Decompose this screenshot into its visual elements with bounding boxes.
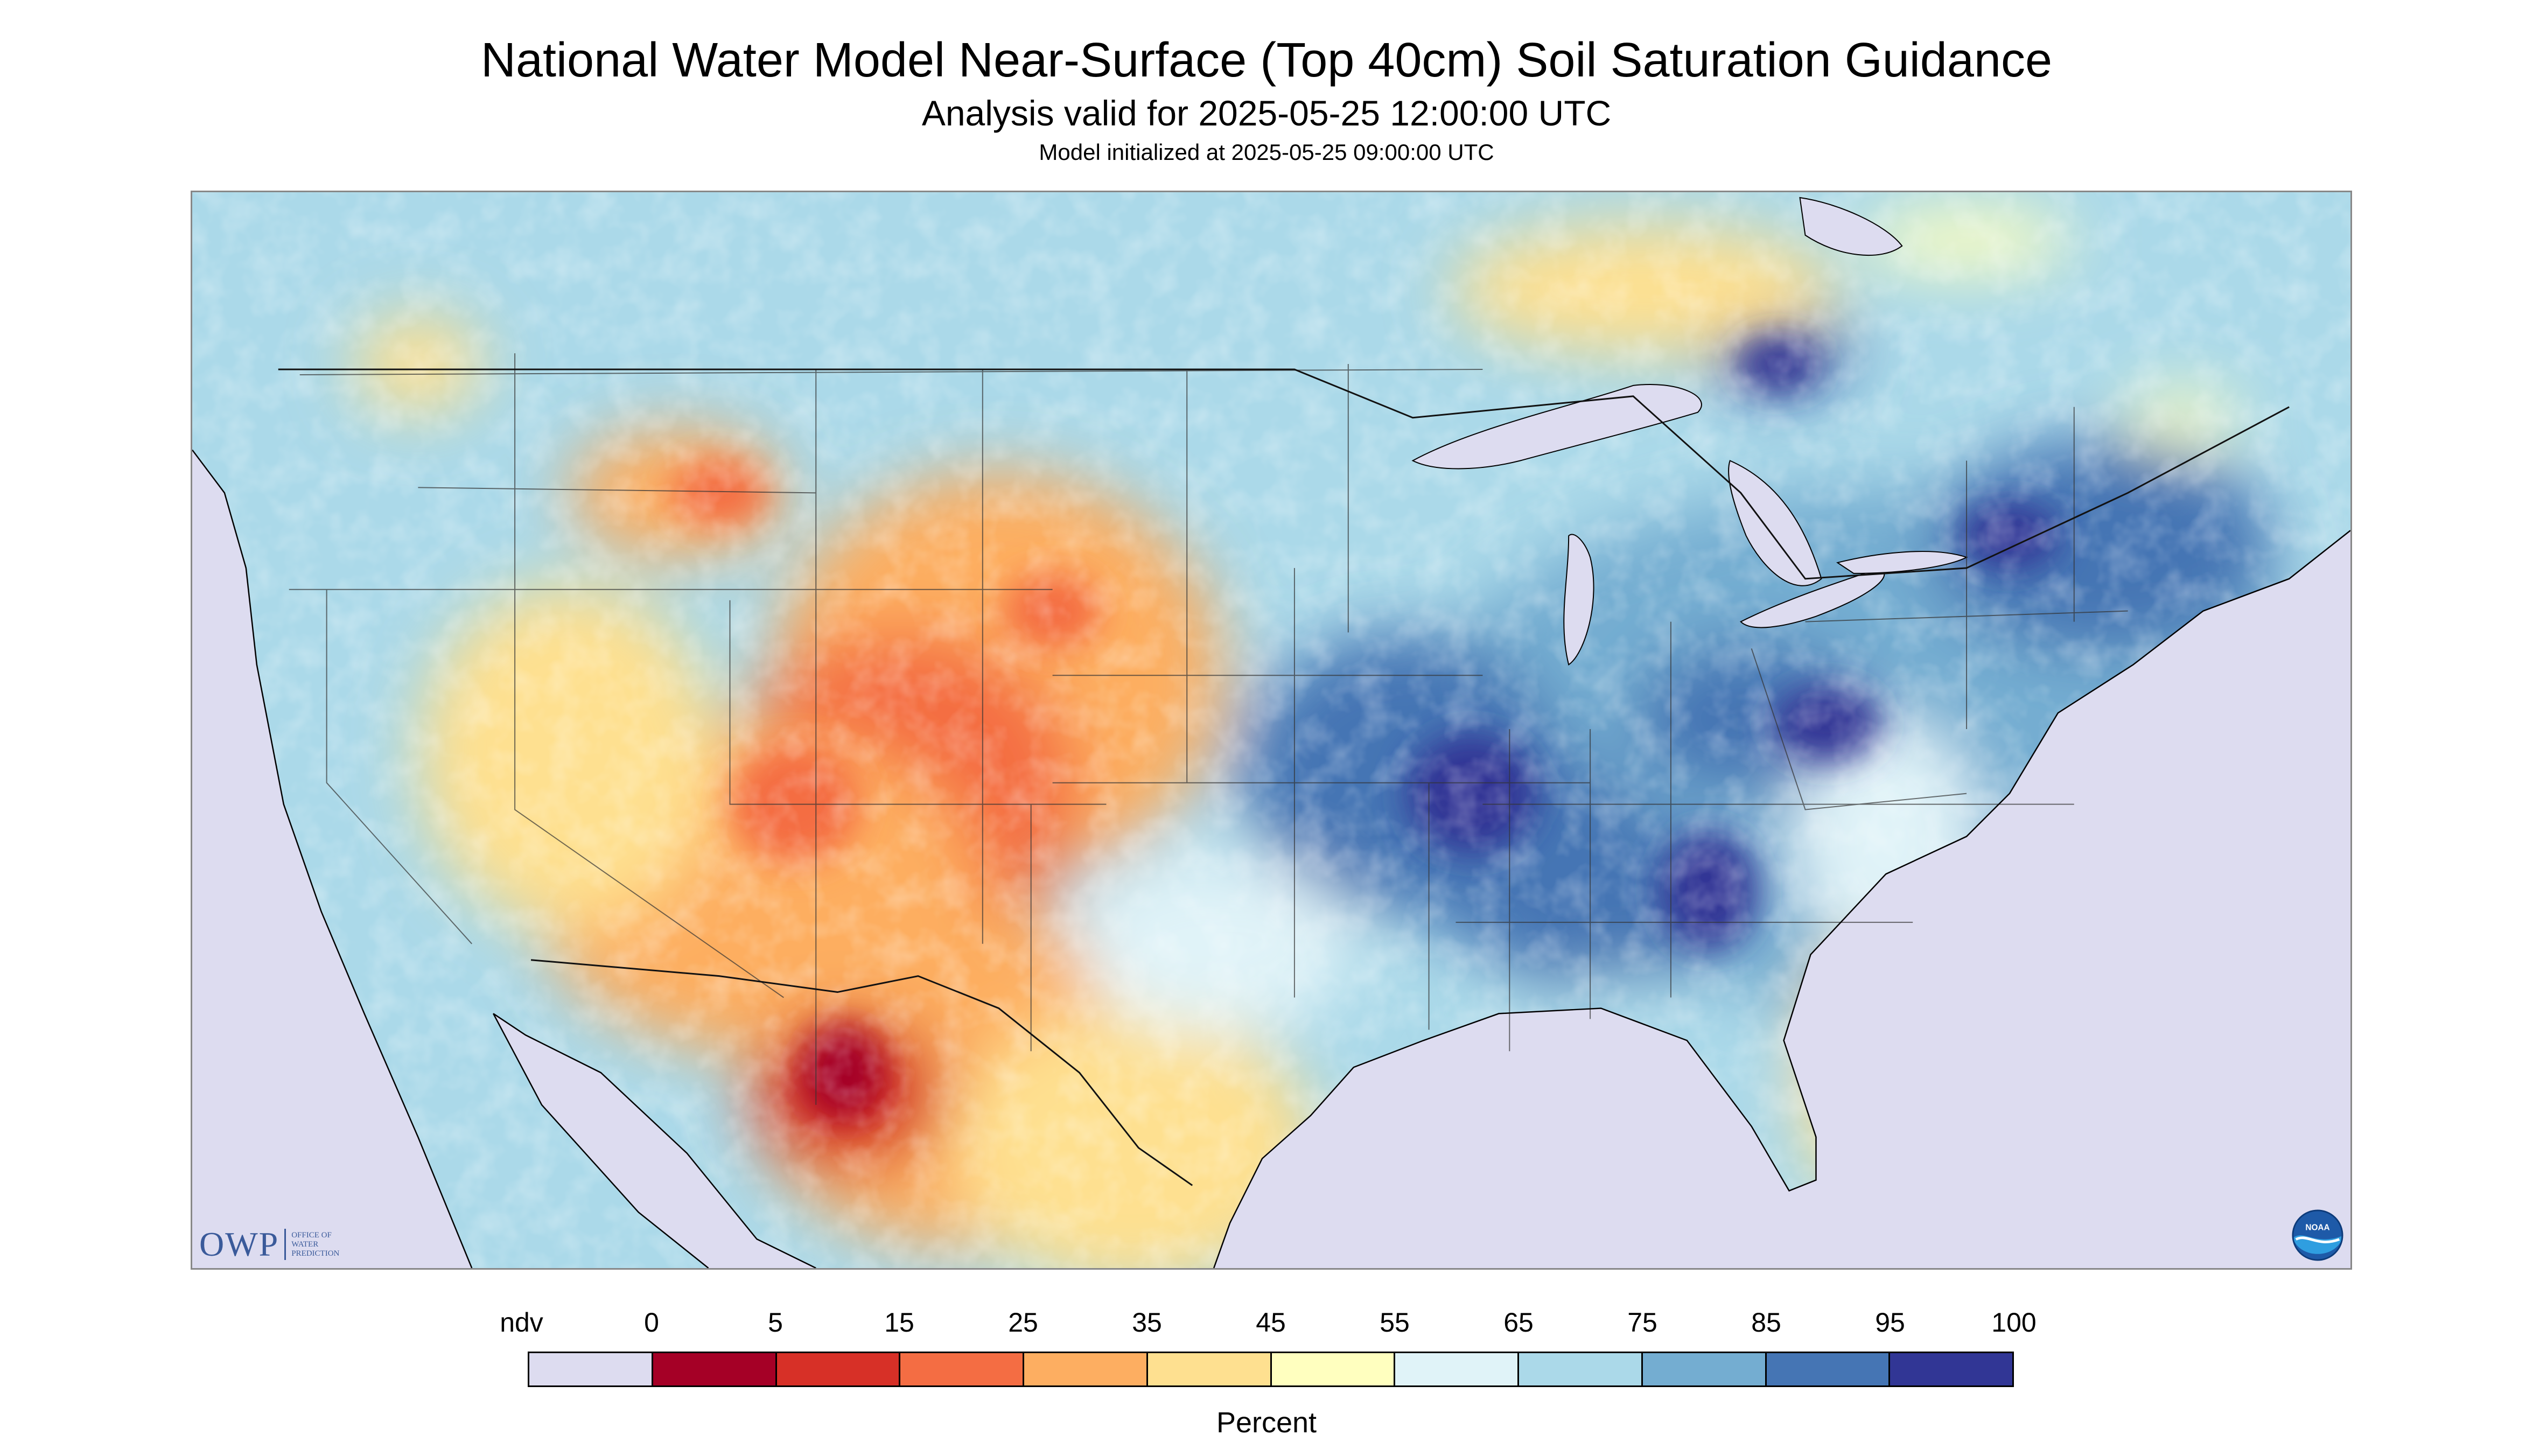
legend-swatch-75-85 bbox=[1642, 1353, 1767, 1385]
legend-swatch-55-65 bbox=[1395, 1353, 1519, 1385]
legend-tick-35: 35 bbox=[1132, 1307, 1162, 1338]
legend-swatch-15-25 bbox=[900, 1353, 1024, 1385]
legend-tick-55: 55 bbox=[1380, 1307, 1410, 1338]
legend-swatch-95-100 bbox=[1890, 1353, 2012, 1385]
legend-tick-65: 65 bbox=[1503, 1307, 1534, 1338]
legend-swatch-ndv bbox=[529, 1353, 653, 1385]
legend-tick-0: 0 bbox=[644, 1307, 659, 1338]
legend-label-ndv: ndv bbox=[500, 1307, 543, 1338]
init-time-subtitle: Model initialized at 2025-05-25 09:00:00… bbox=[1039, 139, 1494, 165]
noaa-logo-icon: NOAA bbox=[2292, 1209, 2343, 1261]
legend-tick-5: 5 bbox=[768, 1307, 783, 1338]
soil-saturation-map[interactable] bbox=[192, 192, 2350, 1268]
legend-tick-100: 100 bbox=[1991, 1307, 2037, 1338]
owp-logo-mark: OWP bbox=[199, 1225, 279, 1263]
legend-swatch-35-45 bbox=[1147, 1353, 1272, 1385]
valid-time-subtitle: Analysis valid for 2025-05-25 12:00:00 U… bbox=[921, 93, 1612, 133]
legend-swatch-0-5 bbox=[653, 1353, 777, 1385]
legend-swatch-85-95 bbox=[1766, 1353, 1891, 1385]
legend-colorbar bbox=[528, 1352, 2014, 1387]
owp-logo-line-2: Water bbox=[291, 1240, 319, 1249]
legend-swatch-5-15 bbox=[776, 1353, 901, 1385]
owp-logo-divider bbox=[284, 1229, 286, 1260]
legend-tick-15: 15 bbox=[884, 1307, 914, 1338]
legend-swatch-45-55 bbox=[1271, 1353, 1396, 1385]
legend-swatch-65-75 bbox=[1519, 1353, 1643, 1385]
owp-logo-text: Office of Water Prediction bbox=[291, 1231, 339, 1258]
legend-tick-25: 25 bbox=[1008, 1307, 1038, 1338]
map-panel[interactable] bbox=[191, 191, 2352, 1270]
legend-swatch-25-35 bbox=[1024, 1353, 1148, 1385]
legend-tick-95: 95 bbox=[1875, 1307, 1905, 1338]
owp-logo-line-3: Prediction bbox=[291, 1249, 340, 1258]
legend-tick-85: 85 bbox=[1751, 1307, 1781, 1338]
legend-unit-label: Percent bbox=[1216, 1406, 1317, 1439]
state-boundaries bbox=[289, 353, 2128, 1105]
owp-logo: OWP Office of Water Prediction bbox=[199, 1226, 339, 1263]
owp-logo-line-1: Office of bbox=[291, 1230, 332, 1240]
international-borders bbox=[278, 368, 2290, 1186]
noaa-logo-text: NOAA bbox=[2305, 1223, 2329, 1232]
coastlines bbox=[192, 449, 2350, 1268]
legend-tick-75: 75 bbox=[1627, 1307, 1657, 1338]
legend-tick-45: 45 bbox=[1256, 1307, 1286, 1338]
great-lakes bbox=[1411, 197, 1968, 666]
map-title: National Water Model Near-Surface (Top 4… bbox=[480, 33, 2052, 87]
